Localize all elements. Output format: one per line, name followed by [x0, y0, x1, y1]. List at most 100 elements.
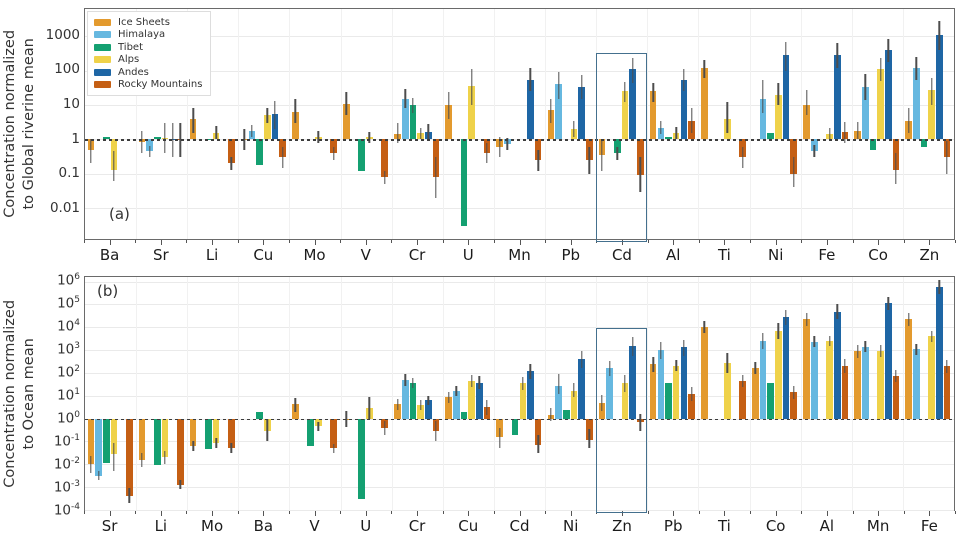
bar-rocky-mountains-Ni [790, 139, 798, 174]
bar-himalaya-Zn [913, 68, 920, 140]
x-tick-mark [109, 511, 111, 516]
bar-ice-sheets-Cr [394, 404, 401, 419]
bar-alps-U [468, 86, 476, 140]
y-tick-label: 105 [57, 294, 80, 312]
bar-tibet-Ni [767, 133, 775, 140]
x-tick-mark [852, 240, 854, 243]
bar-alps-Cd [621, 91, 629, 140]
x-tick-mark [673, 511, 675, 516]
y-tick-label: 1000 [45, 26, 80, 43]
error-bar-andes-Fe [836, 42, 838, 69]
bar-alps-Cu [263, 115, 271, 140]
bar-alps-Al [826, 341, 833, 419]
bar-rocky-mountains-Mo [228, 418, 235, 448]
bar-tibet-Cr [409, 382, 417, 419]
error-bar-himalaya-Zn [609, 360, 611, 377]
error-bar-alps-Cd [522, 377, 524, 390]
x-tick-mark [212, 240, 214, 245]
error-bar-ice-sheets-Cd [601, 141, 603, 172]
gridline-v [647, 277, 649, 510]
x-tick-mark [365, 240, 367, 245]
gridline-v [442, 9, 444, 239]
error-bar-ice-sheets-Al [805, 313, 808, 327]
error-bar-andes-Co [785, 309, 787, 326]
error-bar-andes-Fe [938, 279, 941, 295]
gridline-v [493, 9, 495, 239]
bar-andes-Zn [629, 346, 637, 419]
error-bar-rocky-mountains-V [332, 443, 335, 454]
error-bar-ice-sheets-Pb [652, 356, 654, 372]
error-bar-alps-Cu [266, 108, 268, 124]
legend-swatch-himalaya [94, 31, 111, 39]
bar-tibet-Mo [205, 418, 212, 450]
x-tick-mark [493, 511, 495, 514]
x-tick-mark [750, 240, 752, 243]
bar-andes-Cu [476, 382, 483, 419]
bar-himalaya-Zn [606, 368, 614, 419]
x-tick-mark [417, 240, 419, 245]
bar-tibet-Cu [460, 412, 468, 419]
bar-alps-Sr [110, 418, 118, 455]
x-tick-mark [442, 240, 444, 243]
gridline-v [851, 277, 853, 510]
error-bar-himalaya-Mn [506, 138, 509, 150]
error-bar-himalaya-Sr [148, 145, 151, 158]
error-bar-rocky-mountains-Ti [741, 147, 744, 168]
error-bar-ice-sheets-Fe [805, 89, 808, 116]
bar-tibet-Ni [562, 409, 570, 419]
panel-b-label: (b) [97, 282, 119, 300]
error-bar-alps-Cr [419, 127, 422, 140]
error-bar-alps-Zn [624, 374, 626, 392]
gridline-v [391, 277, 393, 510]
bar-tibet-Cr [409, 105, 417, 140]
x-tick-mark [391, 240, 393, 243]
error-bar-ice-sheets-Cd [499, 427, 501, 449]
error-bar-alps-Sr [113, 442, 115, 472]
panel-a-plot-area: (a) Ice Sheets Himalaya Tibet Alps Andes Rock… [84, 8, 955, 242]
x-label-U: U [360, 517, 372, 535]
bar-alps-Fe [928, 336, 936, 419]
gridline-v [698, 277, 700, 510]
error-bar-rocky-mountains-Co [895, 153, 897, 185]
error-bar-alps-Mn [879, 345, 882, 357]
x-tick-mark [468, 511, 470, 516]
x-tick-mark [570, 240, 572, 245]
error-bar-rocky-mountains-U [384, 420, 386, 435]
legend-swatch-tibet [94, 43, 111, 51]
error-bar-himalaya-Ni [557, 373, 560, 394]
x-tick-mark [878, 240, 880, 245]
error-bar-tibet-Cd [616, 147, 619, 161]
error-bar-alps-Co [777, 323, 780, 339]
error-bar-alps-Ba [113, 151, 115, 182]
gridline-h [85, 70, 954, 72]
bar-alps-Co [775, 330, 782, 419]
panel-b-x-axis-labels: Sr Li Mo Ba V U Cr Cu Cd Ni Zn Pb Ti Co Al Mn Fe [84, 511, 956, 537]
gridline-v [187, 277, 189, 510]
x-tick-mark [186, 511, 188, 514]
error-bar-rocky-mountains-Mn [895, 369, 897, 383]
error-bar-rocky-mountains-Ni [793, 157, 795, 188]
bar-himalaya-Co [861, 87, 869, 140]
error-bar-himalaya-Cu [251, 125, 253, 137]
error-bar-ice-sheets-Cr [396, 123, 399, 143]
error-bar-rocky-mountains-Pb [588, 147, 590, 174]
x-tick-mark [263, 511, 265, 516]
error-bar-alps-Cd [624, 81, 626, 103]
x-label-Fe: Fe [818, 246, 836, 264]
gridline-v [647, 9, 649, 239]
gridline-v [238, 9, 240, 239]
bar-alps-Mo [212, 418, 220, 444]
x-tick-mark [391, 511, 393, 514]
error-bar-alps-Mo [317, 130, 320, 143]
bar-rocky-mountains-Fe [943, 366, 951, 419]
bar-rocky-mountains-Mn [534, 139, 542, 161]
bar-himalaya-Cr [401, 379, 409, 419]
gridline-h [85, 173, 954, 175]
x-tick-mark [647, 240, 649, 243]
error-bar-alps-Ni [573, 383, 575, 397]
x-tick-mark [750, 511, 752, 514]
x-tick-mark [109, 240, 111, 245]
bar-himalaya-Pb [555, 84, 562, 140]
x-tick-mark [237, 240, 239, 243]
x-tick-mark [929, 240, 931, 245]
